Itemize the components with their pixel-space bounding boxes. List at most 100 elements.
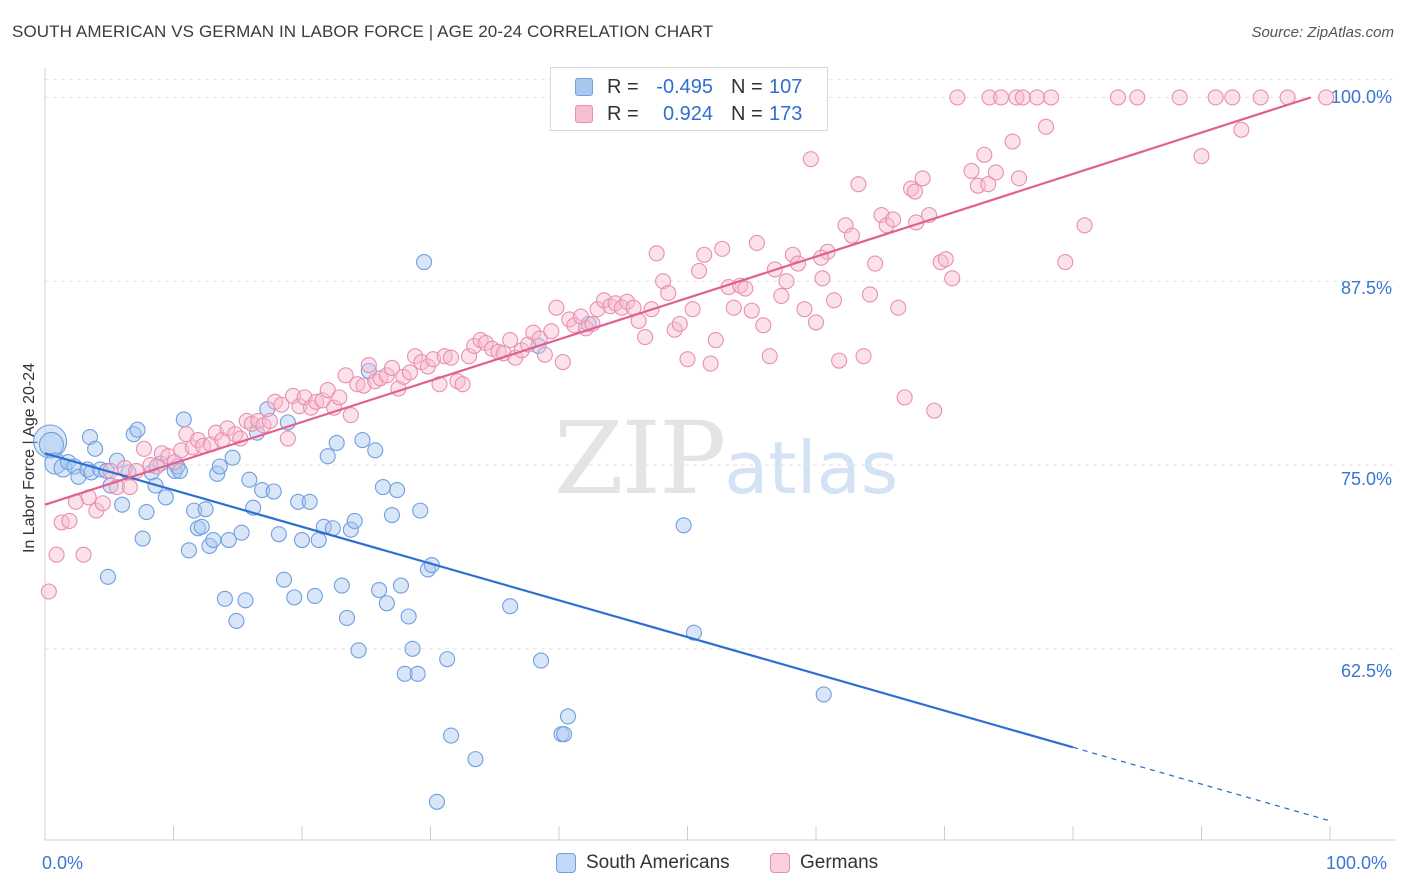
south-american-point <box>392 577 409 594</box>
german-point <box>94 495 111 512</box>
german-point <box>1171 89 1188 106</box>
german-point <box>443 349 460 366</box>
bottom-legend-swatch-pink <box>770 853 790 873</box>
german-point <box>850 176 867 193</box>
german-point <box>477 334 494 352</box>
y-tick-label: 100.0% <box>1330 87 1392 107</box>
german-point <box>784 246 801 263</box>
german-point <box>1037 118 1055 135</box>
south-american-point <box>157 489 174 506</box>
south-american-point <box>443 727 460 744</box>
german-point <box>1233 121 1250 138</box>
south-american-point <box>81 429 99 446</box>
south-american-point <box>233 524 250 541</box>
german-point <box>914 170 931 187</box>
bottom-legend-swatch-blue <box>556 853 576 873</box>
legend-n-value: 173 <box>769 102 803 125</box>
german-point <box>337 367 354 384</box>
south-american-point <box>171 462 188 479</box>
south-american-point <box>378 595 395 612</box>
y-tick-label: 75.0% <box>1340 469 1392 489</box>
german-point <box>319 381 336 399</box>
german-point <box>976 146 993 163</box>
german-point <box>1252 89 1269 106</box>
german-point <box>407 348 424 365</box>
south-american-point <box>306 587 323 604</box>
german-point <box>885 211 902 228</box>
south-american-point <box>237 592 254 609</box>
german-point <box>802 151 819 168</box>
german-point <box>227 426 244 443</box>
german-point <box>1318 89 1335 106</box>
south-american-point <box>228 612 245 629</box>
german-point <box>937 251 954 268</box>
south-american-point <box>409 665 426 682</box>
german-point <box>1076 217 1093 234</box>
german-point <box>1008 89 1025 106</box>
german-point <box>135 440 152 457</box>
south-american-point <box>220 531 237 549</box>
south-american-point <box>354 431 371 449</box>
german-point <box>360 356 377 374</box>
south-american-point <box>333 577 350 594</box>
south-american-point <box>439 651 456 668</box>
german-point <box>890 299 907 316</box>
german-point <box>472 331 489 349</box>
german-point <box>1057 254 1074 271</box>
south-american-point <box>350 642 367 659</box>
german-point <box>684 301 701 318</box>
south-american-point <box>293 531 311 549</box>
german-point <box>554 354 571 371</box>
german-point <box>755 317 772 334</box>
south-american-point <box>197 501 214 518</box>
german-point <box>525 324 542 341</box>
watermark-zip: ZIP <box>554 400 726 517</box>
german-point <box>238 412 255 429</box>
german-point <box>843 227 861 244</box>
german-point <box>1129 89 1146 106</box>
legend-swatch-blue <box>575 78 593 96</box>
south-american-point <box>265 483 282 500</box>
german-point <box>342 406 359 424</box>
german-point <box>619 293 636 310</box>
legend-n-label: N = <box>731 75 763 98</box>
german-point <box>814 270 831 287</box>
german-point <box>789 255 807 272</box>
legend-swatch-pink <box>575 105 593 123</box>
south-american-point <box>114 496 131 513</box>
german-point <box>602 298 619 315</box>
german-point <box>543 323 560 340</box>
source-label: Source: ZipAtlas.com <box>1251 24 1394 41</box>
south-american-point <box>290 493 307 510</box>
german-point <box>502 331 519 349</box>
south-american-point <box>211 458 228 475</box>
german-point <box>761 348 778 365</box>
german-point <box>121 479 138 496</box>
german-point <box>1193 148 1210 165</box>
y-tick-label: 62.5% <box>1340 661 1392 681</box>
german-point <box>660 284 677 302</box>
south-american-point <box>532 652 550 669</box>
south-american-point <box>193 518 210 535</box>
legend-n-value: 107 <box>769 75 803 98</box>
german-point <box>1004 133 1021 150</box>
german-point <box>331 389 348 406</box>
german-point <box>454 376 471 393</box>
german-point <box>637 329 654 346</box>
german-point <box>436 348 453 365</box>
south-american-point <box>216 590 233 607</box>
german-point <box>807 314 825 331</box>
german-point <box>314 392 331 409</box>
german-point <box>949 89 966 106</box>
german-point <box>963 162 980 179</box>
south-american-point <box>371 581 388 599</box>
german-point <box>926 402 943 419</box>
south-american-point <box>396 665 413 682</box>
german-point <box>861 286 879 303</box>
german-point <box>743 302 760 319</box>
south-american-point <box>301 493 318 510</box>
south-american-point <box>319 448 336 465</box>
german-point <box>279 430 296 447</box>
south-american-point <box>389 481 406 499</box>
x-tick-label-min: 0.0% <box>42 853 84 873</box>
